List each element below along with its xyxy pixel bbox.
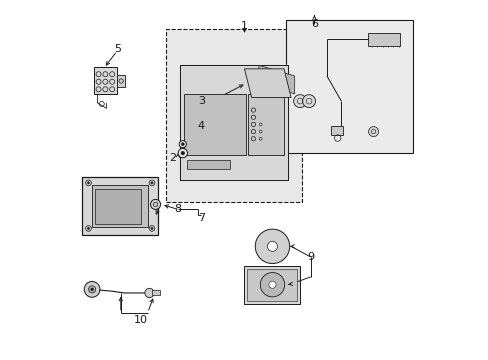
Circle shape — [149, 180, 155, 186]
Text: 3: 3 — [198, 96, 204, 106]
Circle shape — [149, 226, 155, 231]
Circle shape — [87, 227, 89, 229]
Bar — [247, 269, 296, 301]
Bar — [330, 126, 343, 135]
Bar — [152, 291, 159, 296]
Circle shape — [144, 288, 154, 298]
Text: 8: 8 — [174, 204, 182, 215]
Circle shape — [150, 199, 160, 210]
Bar — [94, 67, 117, 94]
Circle shape — [302, 95, 315, 108]
Circle shape — [178, 148, 187, 158]
Bar — [244, 266, 300, 304]
Circle shape — [90, 288, 93, 291]
Bar — [92, 185, 147, 226]
Circle shape — [267, 241, 277, 251]
Circle shape — [179, 140, 186, 148]
Bar — [117, 75, 125, 87]
Text: 2: 2 — [169, 153, 176, 163]
Circle shape — [88, 286, 96, 293]
Circle shape — [368, 127, 378, 136]
Polygon shape — [258, 65, 294, 94]
Circle shape — [85, 180, 91, 186]
Circle shape — [293, 95, 306, 108]
Circle shape — [255, 229, 289, 264]
Circle shape — [260, 273, 284, 297]
Text: 10: 10 — [133, 315, 147, 325]
Polygon shape — [180, 65, 287, 180]
Bar — [367, 33, 400, 45]
Circle shape — [85, 226, 91, 231]
Bar — [183, 94, 246, 155]
Circle shape — [181, 151, 184, 155]
Text: 1: 1 — [241, 21, 247, 31]
FancyBboxPatch shape — [82, 177, 158, 235]
Bar — [285, 21, 412, 153]
Circle shape — [151, 182, 153, 184]
Text: 9: 9 — [306, 252, 314, 262]
Text: 5: 5 — [114, 44, 121, 54]
Circle shape — [268, 281, 276, 288]
Circle shape — [151, 227, 153, 229]
Text: 4: 4 — [198, 121, 204, 131]
Circle shape — [87, 182, 89, 184]
Text: 6: 6 — [310, 19, 317, 29]
Bar — [165, 30, 301, 202]
Circle shape — [84, 282, 100, 297]
Circle shape — [181, 143, 184, 145]
Bar — [94, 189, 141, 224]
Bar — [187, 160, 230, 169]
Text: 7: 7 — [198, 213, 204, 222]
Bar — [247, 94, 284, 155]
Polygon shape — [244, 69, 290, 98]
